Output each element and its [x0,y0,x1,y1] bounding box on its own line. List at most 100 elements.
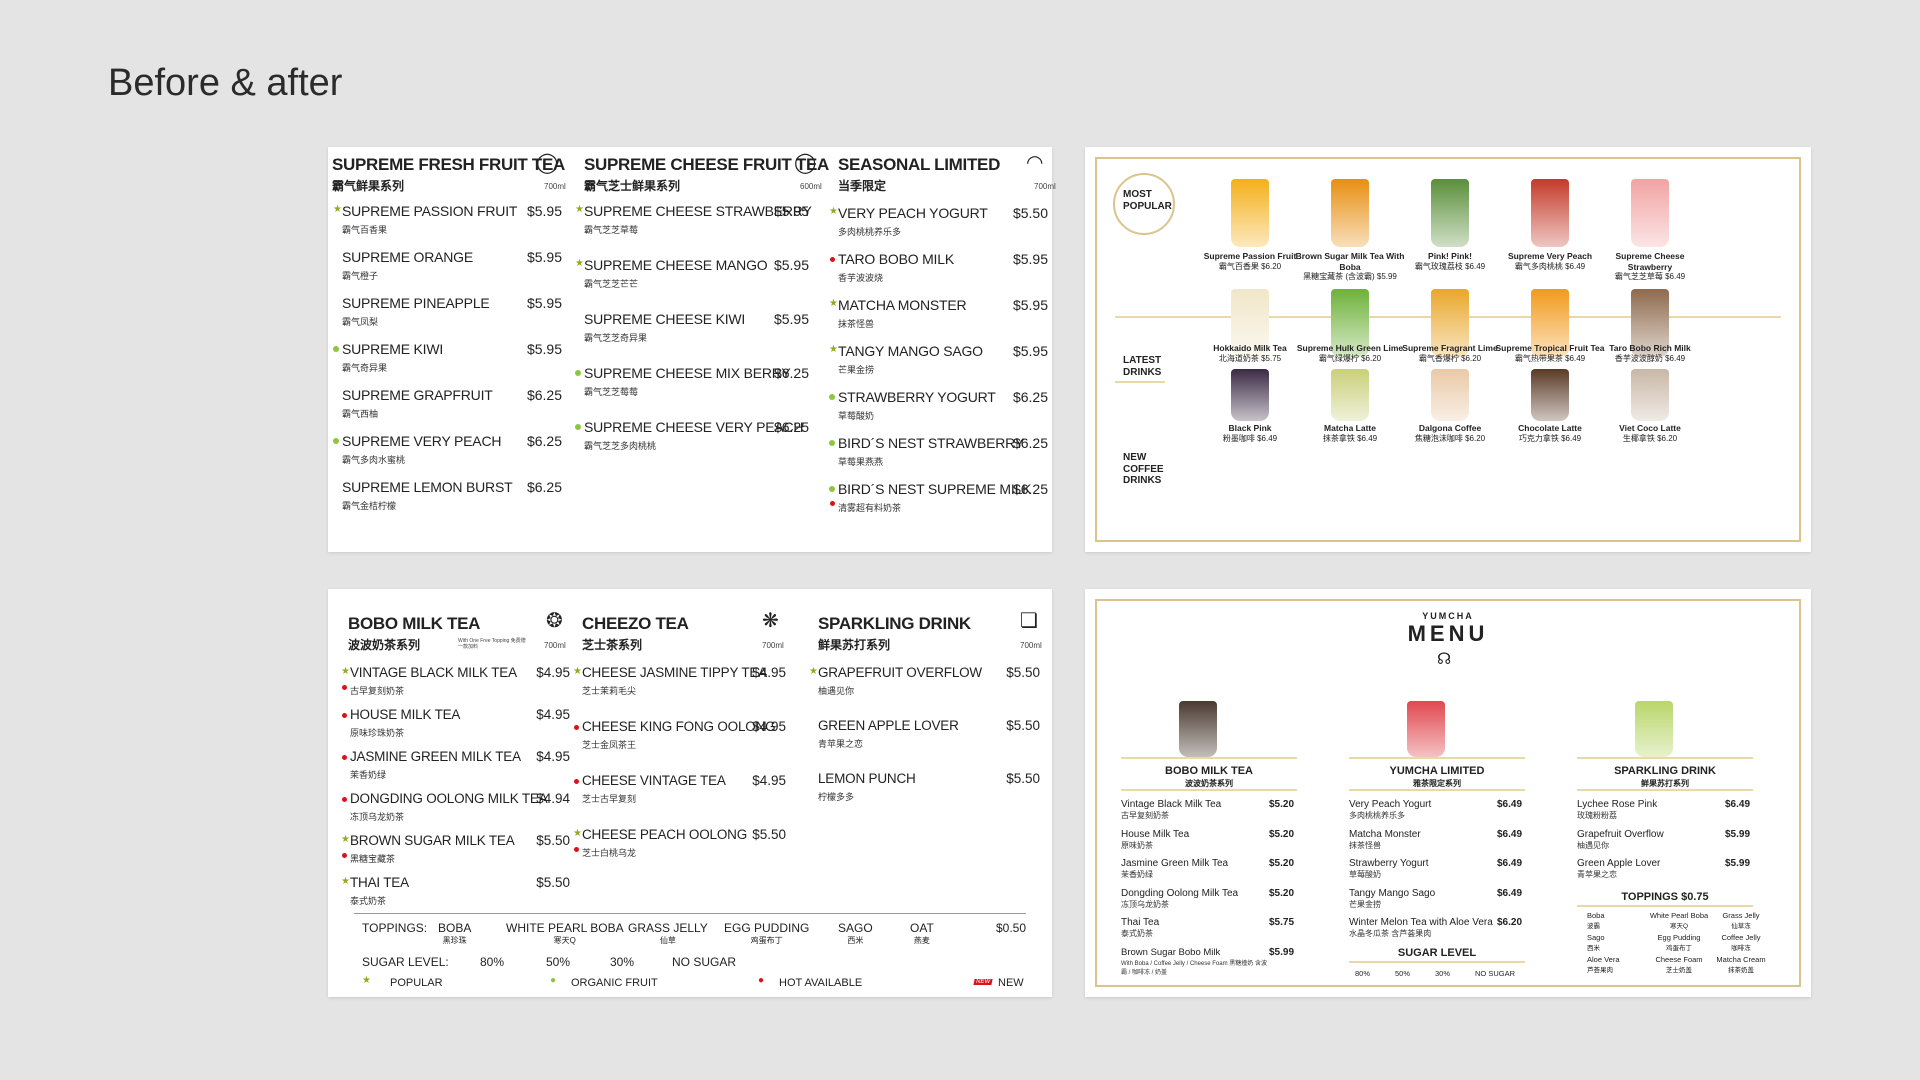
item-chinese-name: 古早复刻奶茶 [350,686,405,696]
popular-star-icon: ★ [362,975,371,986]
item-price: $5.99 [1269,946,1295,958]
item-chinese-name: 抹茶怪兽 [838,319,875,329]
drink-caption: Supreme Tropical Fruit Tea 霸气热带果茶 $6.49 [1495,343,1605,364]
item-name: SUPREME VERY PEACH [342,433,502,449]
drink-caption: Chocolate Latte 巧克力拿铁 $6.49 [1495,423,1605,444]
item-chinese-name: 茉香奶绿 [1121,870,1153,879]
hot-dot-icon [342,713,347,718]
topping-name: White Pearl Boba [1649,911,1709,920]
item-name: LEMON PUNCH [818,771,916,786]
topping-item: Grass Jelly 仙草冻 [1711,911,1771,930]
item-chinese-name: 泰式奶茶 [350,896,387,906]
topping-chinese: 鸡蛋布丁 [750,936,783,945]
menu-item: BIRD´S NEST SUPREME MILK $6.25 清雾超有料奶茶 [838,481,1048,514]
item-name: JASMINE GREEN MILK TEA [350,749,521,764]
topping-item: Boba 波霸 [1587,911,1647,930]
organic-dot-icon [829,440,835,446]
menu-item: BIRD´S NEST STRAWBERRY $6.25 草莓果燕燕 [838,435,1048,468]
divider [1577,905,1753,907]
item-chinese-name: 霸气橙子 [342,271,379,281]
item-chinese-name: 柚遇见你 [1577,840,1609,850]
menu-item: Winter Melon Tea with Aloe Vera 水晶冬瓜茶 含芦荟… [1349,917,1499,939]
organic-dot-icon [829,486,835,492]
menu-item: SUPREME CHEESE MIX BERRY $6.25 霸气芝芝莓莓 [584,365,809,398]
menu-item: Dongding Oolong Milk Tea 冻顶乌龙奶茶 [1121,888,1271,910]
hot-dot-icon [342,853,347,858]
organic-dot-icon: ● [550,975,557,986]
menu-item: TANGY MANGO SAGO $5.95 芒果金捞 [838,343,1048,376]
item-chinese-name: 茉香奶绿 [350,770,387,780]
item-price: $6.25 [1012,389,1048,405]
drink-caption: Supreme Cheese Strawberry 霸气芝芝草莓 $6.49 [1595,251,1705,282]
topping-name: Boba [1587,911,1605,920]
item-chinese-name: 霸气金桔柠檬 [342,501,397,511]
item-name: Matcha Monster [1349,828,1421,840]
drink-name: Taro Bobo Rich Milk [1609,343,1691,353]
menu-item: SUPREME ORANGE $5.95 霸气橙子 [342,249,562,282]
item-price: $4.95 [536,707,570,722]
column-subtitle: 芝士茶系列 [582,638,643,652]
drink-photo [1431,289,1469,357]
menu-item: Strawberry Yogurt 草莓酸奶 [1349,858,1499,880]
menu-item: SUPREME CHEESE VERY PEACH $6.25 霸气芝芝多肉桃桃 [584,419,809,452]
drink-name: Supreme Hulk Green Lime [1296,343,1404,353]
drink-name: Pink! Pink! [1428,251,1472,261]
item-chinese-name: 霸气奇异果 [342,363,388,373]
hot-dot-icon [574,779,579,784]
drink-caption: Hokkaido Milk Tea 北海道奶茶 $5.75 [1195,343,1305,364]
menu-item: CHEESE VINTAGE TEA $4.95 芝士古早复刻 [582,773,786,805]
item-chinese-name: 草莓酸奶 [838,411,875,421]
menu-item: BROWN SUGAR MILK TEA $5.50 黑糖宝藏茶 [350,833,570,865]
topping-name: Grass Jelly [1722,911,1760,920]
before-menu-milk-tea: BOBO MILK TEA ❂ 波波奶茶系列 With One Free Top… [328,589,1052,997]
item-chinese-name: 芝士古早复刻 [582,794,637,804]
drink-caption: Brown Sugar Milk Tea With Boba 黑糖宝藏茶 (含波霸… [1295,251,1405,282]
item-chinese-name: With Boba / Coffee Jelly / Cheese Foam 黑… [1121,960,1267,976]
menu-item: Lychee Rose Pink 玫瑰粉粉荔 [1577,799,1727,821]
page-title: Before & after [108,62,343,104]
popular-star-icon: ★ [575,204,584,215]
topping-item: Sago 西米 [1587,933,1647,952]
item-name: BIRD´S NEST STRAWBERRY [838,435,1024,451]
menu-item: Thai Tea 泰式奶茶 [1121,917,1271,939]
popular-star-icon: ★ [829,298,838,309]
hot-dot-icon [342,797,347,802]
drink-caption: Pink! Pink! 霸气玫瑰荔枝 $6.49 [1395,251,1505,272]
column-subtitle: 当季限定 [838,179,887,193]
item-price: $5.95 [1012,343,1048,359]
item-name: Dongding Oolong Milk Tea [1121,887,1239,899]
item-price: $4.95 [752,665,786,680]
item-price: $6.49 [1497,858,1523,869]
menu-item: THAI TEA $5.50 泰式奶茶 [350,875,570,907]
section-title: BOBO MILK TEA [1165,765,1253,777]
topping-name: Coffee Jelly [1721,933,1761,942]
drink-caption: Supreme Passion Fruit 霸气百香果 $6.20 [1195,251,1305,272]
section-subtitle: 鲜果苏打系列 [1641,779,1689,788]
menu-item: STRAWBERRY YOGURT $6.25 草莓酸奶 [838,389,1048,422]
popular-star-icon: ★ [809,666,818,677]
menu-item: SUPREME VERY PEACH $6.25 霸气多肉水蜜桃 [342,433,562,466]
organic-dot-icon [829,394,835,400]
item-name: Very Peach Yogurt [1349,799,1432,810]
drink-photo [1407,701,1445,757]
drink-photo [1331,289,1369,357]
topping-name: BOBA [438,921,472,935]
drink-price: 霸气百香果 $6.20 [1218,261,1282,271]
grape-icon: ❏ [1020,610,1038,632]
drink-price: 霸气玫瑰荔枝 $6.49 [1414,261,1486,271]
item-price: $5.95 [1012,297,1048,313]
boba-icon: ❂ [546,610,563,632]
menu-item: LEMON PUNCH $5.50 柠檬多多 [818,771,1040,803]
topping-chinese: 西米 [1587,945,1600,952]
hot-dot-icon: ● [758,975,765,986]
dancer-logo-icon: ☊ [1437,651,1452,668]
volume-label: 700ml [1034,182,1056,191]
item-chinese-name: 泰式奶茶 [1121,929,1153,938]
sugar-level: 50% [1395,969,1411,978]
item-price: $5.50 [1006,718,1040,733]
drink-caption: Matcha Latte 抹茶拿铁 $6.49 [1295,423,1405,444]
item-price: $4.95 [536,665,570,680]
item-price: $6.25 [526,479,562,495]
topping-item: SAGO 西米 [838,921,873,946]
topping-name: Aloe Vera [1587,955,1620,964]
